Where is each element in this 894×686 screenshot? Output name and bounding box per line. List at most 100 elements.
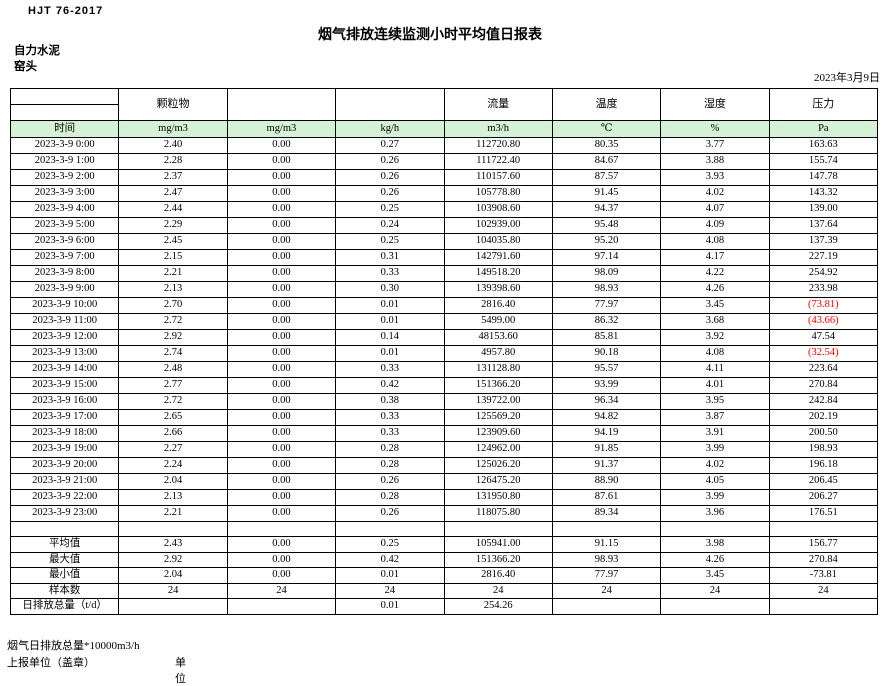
value-cell: 2.65 bbox=[118, 409, 228, 426]
value-cell: 3.87 bbox=[660, 409, 770, 426]
summary-value-cell bbox=[768, 598, 879, 615]
value-cell: 102939.00 bbox=[443, 217, 553, 234]
unit-humidity: % bbox=[660, 120, 770, 138]
value-cell: 4.07 bbox=[660, 201, 770, 218]
summary-row: 日排放总量（t/d） 0.01 254.26 bbox=[9, 598, 879, 615]
value-cell: 110157.60 bbox=[443, 169, 553, 186]
value-cell: 123909.60 bbox=[443, 425, 553, 442]
value-cell: 98.09 bbox=[551, 265, 662, 282]
value-cell: 97.14 bbox=[551, 249, 662, 266]
value-cell: 0.28 bbox=[335, 457, 445, 474]
value-cell: 149518.20 bbox=[443, 265, 553, 282]
unit-time: 时间 bbox=[9, 120, 120, 138]
value-cell: 3.95 bbox=[660, 393, 770, 410]
report-unit-line: 上报单位（盖章） 单位 bbox=[7, 654, 186, 685]
value-cell: 88.90 bbox=[551, 473, 662, 490]
value-cell: 0.00 bbox=[226, 281, 337, 298]
value-cell: 0.31 bbox=[335, 249, 445, 266]
value-cell: 0.00 bbox=[226, 377, 337, 394]
value-cell: 0.00 bbox=[226, 441, 337, 458]
value-cell: 233.98 bbox=[768, 281, 879, 298]
table-row: 2023-3-9 6:00 2.45 0.00 0.25 104035.80 95.20 4… bbox=[9, 233, 879, 250]
unit-pm-rate: kg/h bbox=[335, 120, 445, 138]
value-cell: 4.26 bbox=[660, 281, 770, 298]
empty-cell bbox=[335, 521, 445, 537]
time-cell: 2023-3-9 17:00 bbox=[9, 409, 120, 426]
value-cell: 47.54 bbox=[768, 329, 879, 346]
value-cell: 155.74 bbox=[768, 153, 879, 170]
unit-pressure: Pa bbox=[768, 120, 879, 138]
summary-value-cell: 91.15 bbox=[551, 536, 662, 553]
table-row: 2023-3-9 5:00 2.29 0.00 0.24 102939.00 95.48 4… bbox=[9, 217, 879, 234]
value-cell: 0.30 bbox=[335, 281, 445, 298]
value-cell: 0.28 bbox=[335, 441, 445, 458]
summary-value-cell: 0.42 bbox=[335, 551, 445, 568]
value-cell: 0.33 bbox=[335, 409, 445, 426]
value-cell: 2.44 bbox=[118, 201, 228, 218]
summary-value-cell: 151366.20 bbox=[443, 551, 553, 568]
time-cell: 2023-3-9 14:00 bbox=[9, 361, 120, 378]
value-cell: 137.39 bbox=[768, 233, 879, 250]
value-cell: 2816.40 bbox=[443, 297, 553, 314]
value-cell: 0.00 bbox=[226, 313, 337, 330]
value-cell: 2.21 bbox=[118, 505, 228, 522]
empty-cell bbox=[551, 521, 662, 537]
time-cell: 2023-3-9 20:00 bbox=[9, 457, 120, 474]
empty-cell bbox=[660, 521, 770, 537]
value-cell: 91.45 bbox=[551, 185, 662, 202]
value-cell: 139722.00 bbox=[443, 393, 553, 410]
value-cell: 0.00 bbox=[226, 393, 337, 410]
value-cell: 98.93 bbox=[551, 281, 662, 298]
hourly-data-rows: 2023-3-9 0:00 2.40 0.00 0.27 112720.80 80.35 3… bbox=[9, 137, 879, 615]
value-cell: 2.92 bbox=[118, 329, 228, 346]
value-cell: 0.33 bbox=[335, 265, 445, 282]
corner-cell-bottom bbox=[9, 104, 120, 121]
time-cell: 2023-3-9 19:00 bbox=[9, 441, 120, 458]
value-cell: 0.38 bbox=[335, 393, 445, 410]
value-cell: 0.00 bbox=[226, 201, 337, 218]
value-cell: 2.13 bbox=[118, 281, 228, 298]
value-cell: 2.70 bbox=[118, 297, 228, 314]
value-cell: 4.11 bbox=[660, 361, 770, 378]
value-cell: 2.28 bbox=[118, 153, 228, 170]
report-date: 2023年3月9日 bbox=[814, 72, 880, 84]
summary-value-cell: 0.01 bbox=[335, 567, 445, 584]
value-cell: 0.25 bbox=[335, 201, 445, 218]
table-row: 2023-3-9 17:00 2.65 0.00 0.33 125569.20 94.82… bbox=[9, 409, 879, 426]
value-cell: 2.77 bbox=[118, 377, 228, 394]
summary-value-cell: 24 bbox=[226, 582, 337, 599]
value-cell: 2.47 bbox=[118, 185, 228, 202]
table-row: 2023-3-9 4:00 2.44 0.00 0.25 103908.60 94.37 4… bbox=[9, 201, 879, 218]
value-cell: 86.32 bbox=[551, 313, 662, 330]
summary-value-cell bbox=[226, 598, 337, 615]
corner-cell-top bbox=[9, 88, 120, 105]
summary-row: 样本数 24 24 24 24 24 24 24 bbox=[9, 582, 879, 599]
time-cell: 2023-3-9 22:00 bbox=[9, 489, 120, 506]
value-cell: 0.00 bbox=[226, 361, 337, 378]
report-table: 颗粒物 流量 温度 湿度 压力 时间 mg/m3 mg/m3 kg/h m3/h… bbox=[9, 88, 879, 615]
time-cell: 2023-3-9 2:00 bbox=[9, 169, 120, 186]
col-header-blank-2 bbox=[335, 88, 445, 121]
summary-label-cell: 平均值 bbox=[9, 536, 120, 553]
time-cell: 2023-3-9 8:00 bbox=[9, 265, 120, 282]
value-cell: 2.24 bbox=[118, 457, 228, 474]
summary-value-cell: 254.26 bbox=[443, 598, 553, 615]
summary-value-cell: 2.04 bbox=[118, 567, 228, 584]
table-row: 2023-3-9 7:00 2.15 0.00 0.31 142791.60 97.14 4… bbox=[9, 249, 879, 266]
value-cell: 95.20 bbox=[551, 233, 662, 250]
unit-pm-concentration-2: mg/m3 bbox=[226, 120, 337, 138]
time-cell: 2023-3-9 10:00 bbox=[9, 297, 120, 314]
value-cell: 0.26 bbox=[335, 169, 445, 186]
value-cell: 0.00 bbox=[226, 217, 337, 234]
value-cell: 4.02 bbox=[660, 185, 770, 202]
value-cell: 3.99 bbox=[660, 489, 770, 506]
value-cell: 223.64 bbox=[768, 361, 879, 378]
value-cell: 125569.20 bbox=[443, 409, 553, 426]
table-row: 2023-3-9 21:00 2.04 0.00 0.26 126475.20 88.90… bbox=[9, 473, 879, 490]
value-cell: 0.00 bbox=[226, 137, 337, 154]
value-cell: 0.28 bbox=[335, 489, 445, 506]
unit-flow: m3/h bbox=[443, 120, 553, 138]
value-cell: 0.01 bbox=[335, 313, 445, 330]
time-cell: 2023-3-9 7:00 bbox=[9, 249, 120, 266]
value-cell: 202.19 bbox=[768, 409, 879, 426]
